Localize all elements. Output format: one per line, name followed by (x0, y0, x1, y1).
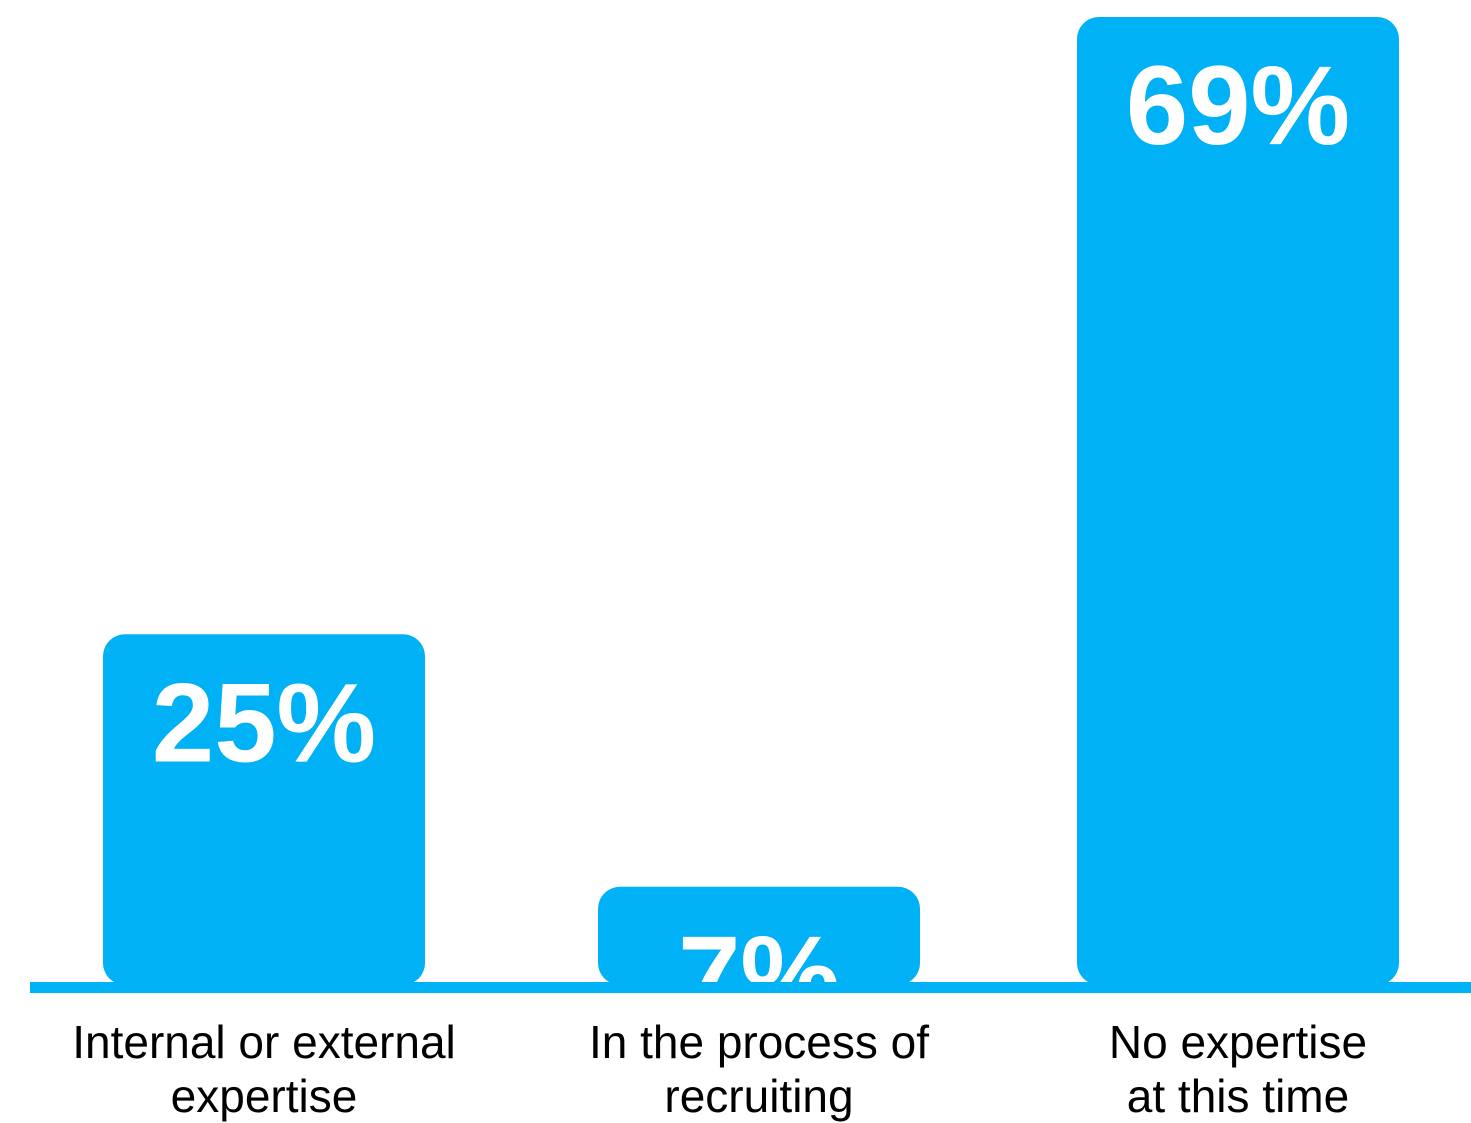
bar-value-label-2: 7% (678, 913, 840, 1038)
category-label-2-line-2: recruiting (664, 1070, 853, 1122)
bar-value-label-3: 69% (1126, 43, 1350, 168)
bars-layer: 25% 7% 69% (103, 17, 1399, 1038)
bar-1 (103, 634, 425, 985)
category-label-1-line-1: Internal or external (72, 1016, 456, 1068)
category-label-1-line-2: expertise (171, 1070, 358, 1122)
bar-2 (598, 886, 920, 985)
category-label-3-line-1: No expertise (1109, 1016, 1367, 1068)
category-label-3-line-2: at this time (1127, 1070, 1349, 1122)
bar-value-label-1: 25% (152, 660, 376, 785)
category-label-2-line-1: In the process of (589, 1016, 929, 1068)
x-axis-baseline (30, 982, 1471, 993)
bar-3 (1077, 17, 1399, 985)
